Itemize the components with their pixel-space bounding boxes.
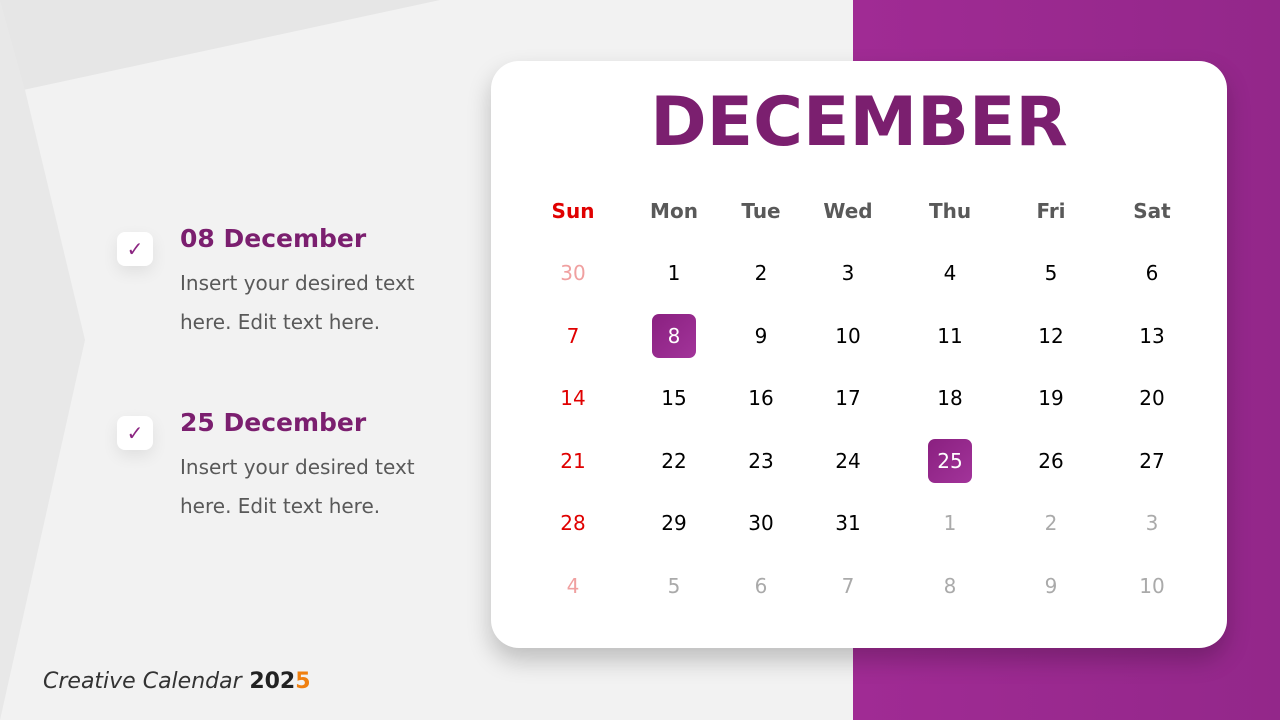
year-highlight: 5 bbox=[295, 669, 311, 694]
calendar-day[interactable]: 15 bbox=[661, 386, 687, 410]
check-icon: ✓ bbox=[117, 416, 153, 450]
event-text: Insert your desired text here. Edit text… bbox=[180, 455, 415, 518]
calendar-day[interactable]: 23 bbox=[748, 449, 774, 473]
calendar-day[interactable]: 16 bbox=[748, 386, 774, 410]
calendar-card: DECEMBER Sun Mon Tue Wed Thu Fri Sat 30 1 2 3 4 5 6 7 8… bbox=[491, 61, 1227, 648]
calendar-day[interactable]: 10 bbox=[835, 324, 861, 348]
other-month-day[interactable]: 8 bbox=[943, 574, 957, 598]
other-month-day[interactable]: 2 bbox=[1044, 511, 1058, 535]
calendar-day[interactable]: 28 bbox=[560, 511, 586, 535]
calendar-day[interactable]: 3 bbox=[841, 261, 855, 285]
event-title: 25 December bbox=[180, 408, 367, 437]
weekday-header: Thu bbox=[928, 199, 972, 223]
other-month-day[interactable]: 7 bbox=[841, 574, 855, 598]
weekday-header: Sat bbox=[1133, 199, 1171, 223]
weekday-header: Sun bbox=[551, 199, 595, 223]
footer-year: 2025 bbox=[242, 669, 311, 694]
other-month-day[interactable]: 5 bbox=[667, 574, 681, 598]
calendar-day[interactable]: 29 bbox=[661, 511, 687, 535]
calendar-day[interactable]: 11 bbox=[937, 324, 963, 348]
weekday-header: Tue bbox=[741, 199, 781, 223]
calendar-day[interactable]: 14 bbox=[560, 386, 586, 410]
highlighted-day[interactable]: 8 bbox=[652, 314, 696, 358]
weekday-header: Mon bbox=[650, 199, 698, 223]
calendar-day[interactable]: 31 bbox=[835, 511, 861, 535]
calendar-day[interactable]: 27 bbox=[1139, 449, 1165, 473]
other-month-day[interactable]: 30 bbox=[560, 261, 586, 285]
calendar-day[interactable]: 5 bbox=[1044, 261, 1058, 285]
weekday-header: Wed bbox=[823, 199, 873, 223]
month-title: DECEMBER bbox=[650, 83, 1068, 162]
calendar-day[interactable]: 1 bbox=[667, 261, 681, 285]
calendar-day[interactable]: 26 bbox=[1038, 449, 1064, 473]
year-part: 202 bbox=[249, 669, 296, 694]
calendar-day[interactable]: 17 bbox=[835, 386, 861, 410]
event-title: 08 December bbox=[180, 224, 367, 253]
calendar-day[interactable]: 9 bbox=[754, 324, 768, 348]
footer-label: Creative Calendar bbox=[43, 669, 242, 694]
check-icon: ✓ bbox=[117, 232, 153, 266]
calendar-day[interactable]: 30 bbox=[748, 511, 774, 535]
calendar-day[interactable]: 12 bbox=[1038, 324, 1064, 348]
day-number: 25 bbox=[937, 449, 963, 473]
other-month-day[interactable]: 3 bbox=[1145, 511, 1159, 535]
calendar-day[interactable]: 24 bbox=[835, 449, 861, 473]
calendar-day[interactable]: 21 bbox=[560, 449, 586, 473]
calendar-day[interactable]: 13 bbox=[1139, 324, 1165, 348]
calendar-day[interactable]: 20 bbox=[1139, 386, 1165, 410]
other-month-day[interactable]: 9 bbox=[1044, 574, 1058, 598]
event-text: Insert your desired text here. Edit text… bbox=[180, 271, 415, 334]
day-number: 8 bbox=[667, 324, 681, 348]
other-month-day[interactable]: 4 bbox=[566, 574, 580, 598]
highlighted-day[interactable]: 25 bbox=[928, 439, 972, 483]
footer-brand: Creative Calendar 2025 bbox=[43, 669, 311, 694]
other-month-day[interactable]: 6 bbox=[754, 574, 768, 598]
calendar-day[interactable]: 4 bbox=[943, 261, 957, 285]
calendar-day[interactable]: 6 bbox=[1145, 261, 1159, 285]
other-month-day[interactable]: 10 bbox=[1139, 574, 1165, 598]
calendar-day[interactable]: 19 bbox=[1038, 386, 1064, 410]
weekday-header: Fri bbox=[1036, 199, 1066, 223]
calendar-day[interactable]: 2 bbox=[754, 261, 768, 285]
calendar-day[interactable]: 22 bbox=[661, 449, 687, 473]
calendar-day[interactable]: 18 bbox=[937, 386, 963, 410]
calendar-day[interactable]: 7 bbox=[566, 324, 580, 348]
other-month-day[interactable]: 1 bbox=[943, 511, 957, 535]
